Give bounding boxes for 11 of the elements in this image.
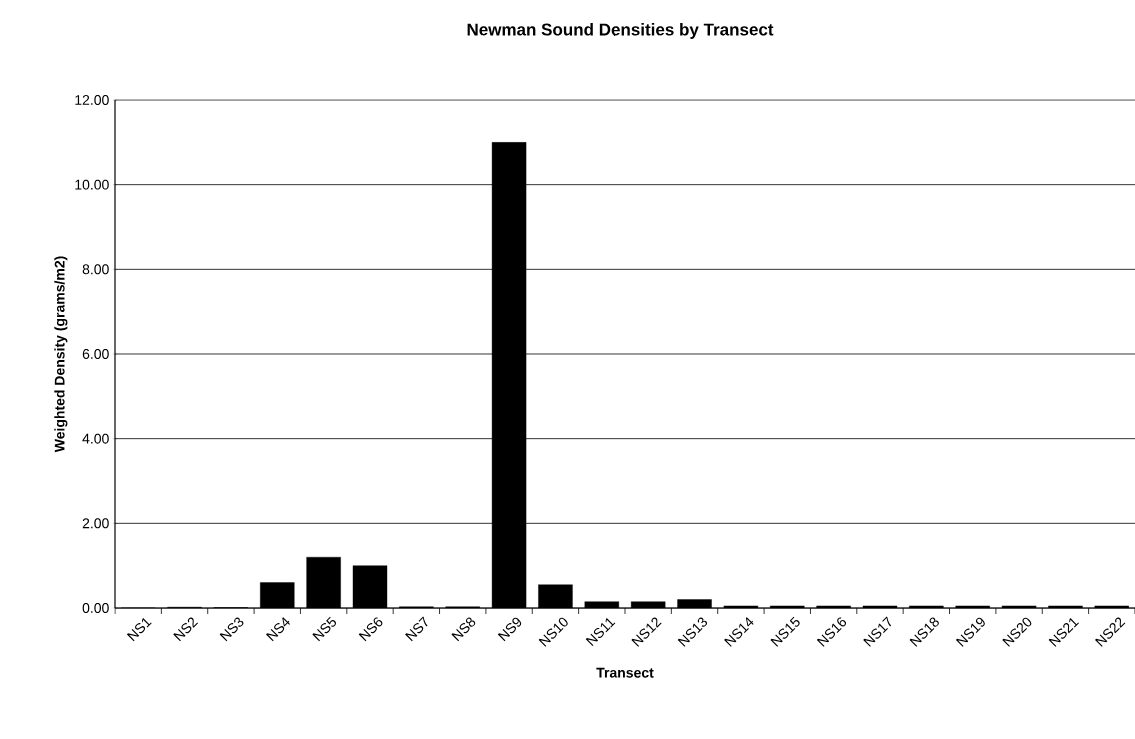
y-axis-title: Weighted Density (grams/m2) bbox=[54, 256, 68, 453]
y-tick-label: 10.00 bbox=[75, 179, 109, 190]
y-tick-label: 4.00 bbox=[82, 433, 109, 444]
y-tick-label: 2.00 bbox=[82, 518, 109, 529]
y-tick-label: 6.00 bbox=[82, 349, 109, 359]
x-tick-label: NS1 bbox=[126, 618, 152, 642]
y-tick-label: 8.00 bbox=[82, 264, 109, 275]
y-tick-label: 12.00 bbox=[75, 95, 109, 105]
y-tick-label: 0.00 bbox=[82, 603, 109, 613]
chart-title: Newman Sound Densities by Transect bbox=[467, 23, 774, 39]
x-axis-title: Transect bbox=[596, 667, 654, 678]
